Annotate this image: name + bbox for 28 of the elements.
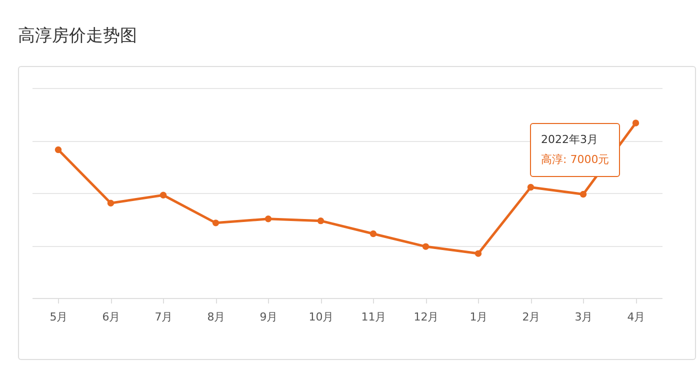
annotation: 2022年3月	[541, 132, 599, 148]
point	[632, 120, 640, 126]
x-tick-label: 8月	[207, 310, 226, 324]
point	[474, 250, 482, 257]
point	[580, 190, 587, 198]
x-tick-label: 7月	[154, 310, 173, 324]
x-tick-label: 4月	[627, 310, 646, 324]
annotation: 高淳: 7000元	[541, 152, 610, 168]
x-tick-label: 6月	[102, 310, 120, 324]
tooltip-box: 2022年3月 高淳: 7000元	[530, 123, 620, 177]
point	[370, 230, 377, 238]
x-tick-label: 11月	[361, 310, 386, 324]
chart-title: 高淳房价走势图	[18, 25, 137, 47]
x-tick-label: 2月	[522, 310, 540, 324]
point	[107, 200, 114, 206]
point	[527, 184, 534, 191]
x-tick-label: 1月	[470, 310, 488, 324]
x-tick-label: 5月	[50, 310, 68, 324]
point	[317, 217, 324, 224]
point	[54, 146, 62, 154]
point	[160, 192, 167, 198]
point	[422, 243, 430, 250]
point	[264, 216, 272, 222]
x-tick-label: 10月	[308, 310, 334, 324]
x-tick-label: 3月	[574, 310, 593, 324]
x-tick-label: 12月	[414, 310, 439, 324]
point	[212, 220, 220, 226]
x-tick-label: 9月	[260, 310, 278, 324]
